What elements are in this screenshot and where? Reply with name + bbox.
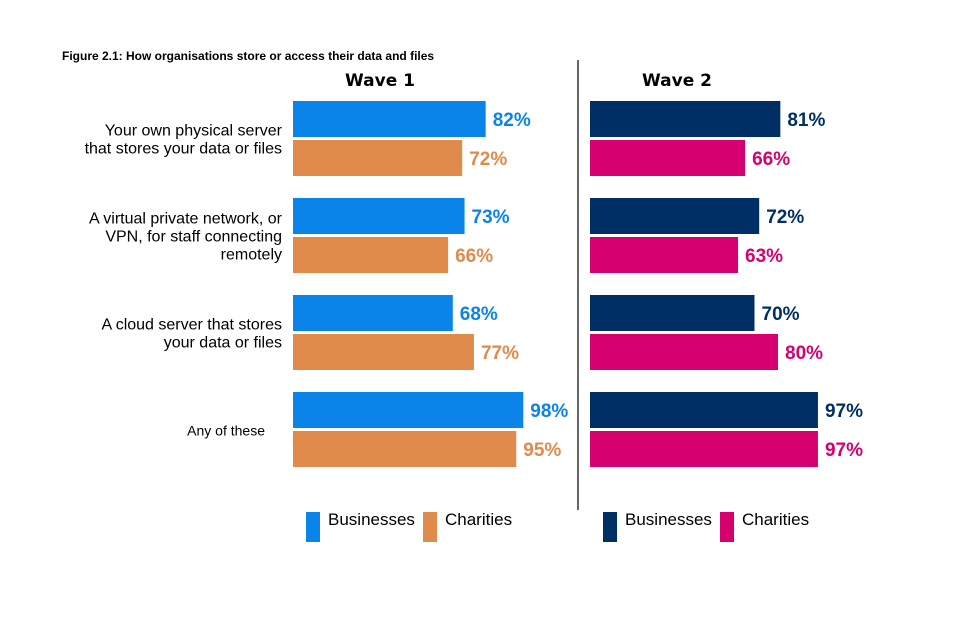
legend-label: Charities — [742, 510, 809, 529]
data-label: 98% — [530, 401, 568, 422]
data-label: 82% — [493, 110, 531, 131]
legend-label: Charities — [445, 510, 512, 529]
data-label: 97% — [825, 401, 863, 422]
category-label: that stores your data or files — [85, 141, 282, 158]
bar-businesses — [590, 392, 818, 428]
data-label: 97% — [825, 440, 863, 461]
legend-swatch — [423, 512, 437, 542]
data-label: 95% — [523, 440, 561, 461]
bar-charities — [293, 237, 449, 273]
bar-charities — [293, 334, 474, 370]
panel-title: Wave 2 — [642, 71, 712, 91]
legend-label: Businesses — [328, 510, 415, 529]
data-label: 70% — [762, 304, 800, 325]
data-label: 66% — [455, 246, 493, 267]
category-label: VPN, for staff connecting — [105, 229, 282, 246]
bar-businesses — [590, 295, 755, 331]
data-label: 63% — [745, 246, 783, 267]
category-label: your data or files — [164, 335, 282, 352]
data-label: 72% — [469, 149, 507, 170]
bar-charities — [590, 334, 778, 370]
bar-businesses — [590, 198, 760, 234]
bar-charities — [590, 431, 818, 467]
data-label: 80% — [785, 343, 823, 364]
data-label: 68% — [460, 304, 498, 325]
bar-businesses — [590, 101, 781, 137]
legend-label: Businesses — [625, 510, 712, 529]
category-label: Any of these — [187, 423, 265, 439]
category-label: remotely — [221, 247, 282, 264]
category-label: A virtual private network, or — [89, 211, 283, 228]
bar-businesses — [293, 198, 465, 234]
legend-swatch — [720, 512, 734, 542]
data-label: 72% — [766, 207, 804, 228]
category-label: Your own physical server — [105, 123, 283, 140]
bar-businesses — [293, 101, 486, 137]
data-label: 66% — [752, 149, 790, 170]
legend-swatch — [603, 512, 617, 542]
bar-charities — [590, 140, 746, 176]
category-label: A cloud server that stores — [101, 317, 282, 334]
data-label: 81% — [787, 110, 825, 131]
data-label: 73% — [472, 207, 510, 228]
bar-businesses — [293, 392, 524, 428]
bar-businesses — [293, 295, 453, 331]
bar-charities — [293, 140, 463, 176]
chart-title: Figure 2.1: How organisations store or a… — [62, 49, 435, 63]
bar-charities — [293, 431, 517, 467]
bar-charities — [590, 237, 739, 273]
data-label: 77% — [481, 343, 519, 364]
panel-title: Wave 1 — [345, 71, 415, 91]
legend-swatch — [306, 512, 320, 542]
